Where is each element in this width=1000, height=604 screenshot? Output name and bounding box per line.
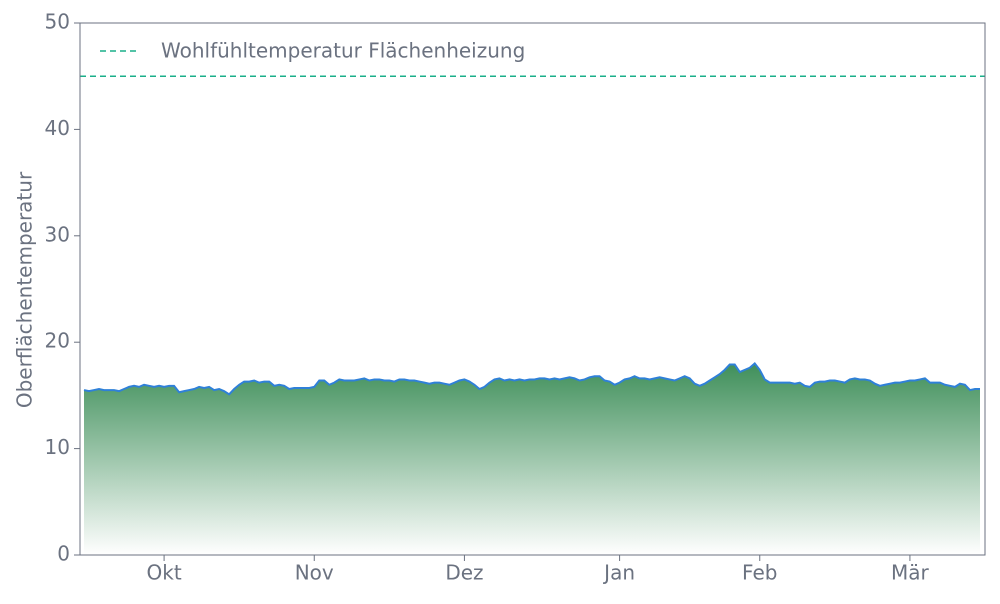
y-tick-label: 0 — [57, 542, 70, 566]
area-fill — [84, 363, 980, 555]
legend-label: Wohlfühltemperatur Flächenheizung — [161, 39, 525, 63]
x-tick-label: Nov — [295, 561, 334, 585]
x-tick-label: Okt — [147, 561, 182, 585]
x-tick-label: Feb — [742, 561, 777, 585]
x-tick-label: Jan — [602, 561, 635, 585]
y-tick-label: 50 — [45, 10, 70, 34]
y-tick-label: 20 — [45, 329, 70, 353]
plot-frame — [79, 22, 986, 556]
x-tick-label: Mär — [891, 561, 930, 585]
y-tick-label: 30 — [45, 222, 70, 246]
y-tick-label: 10 — [45, 435, 70, 459]
y-tick-label: 40 — [45, 116, 70, 140]
x-tick-label: Dez — [445, 561, 483, 585]
line — [83, 362, 980, 396]
y-axis-label: Oberflächentemperatur — [13, 171, 37, 408]
